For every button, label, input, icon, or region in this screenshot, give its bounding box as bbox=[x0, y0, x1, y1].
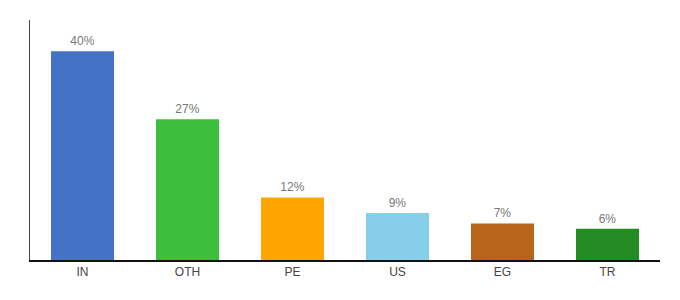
svg-text:OTH: OTH bbox=[175, 265, 200, 279]
svg-text:7%: 7% bbox=[494, 206, 512, 220]
svg-text:IN: IN bbox=[77, 265, 89, 279]
svg-text:12%: 12% bbox=[280, 180, 304, 194]
svg-text:6%: 6% bbox=[599, 212, 617, 226]
svg-text:27%: 27% bbox=[175, 102, 199, 116]
svg-text:PE: PE bbox=[284, 265, 300, 279]
svg-text:40%: 40% bbox=[70, 34, 94, 48]
svg-text:TR: TR bbox=[600, 265, 616, 279]
svg-text:US: US bbox=[389, 265, 406, 279]
svg-text:9%: 9% bbox=[389, 196, 407, 210]
svg-text:EG: EG bbox=[494, 265, 511, 279]
